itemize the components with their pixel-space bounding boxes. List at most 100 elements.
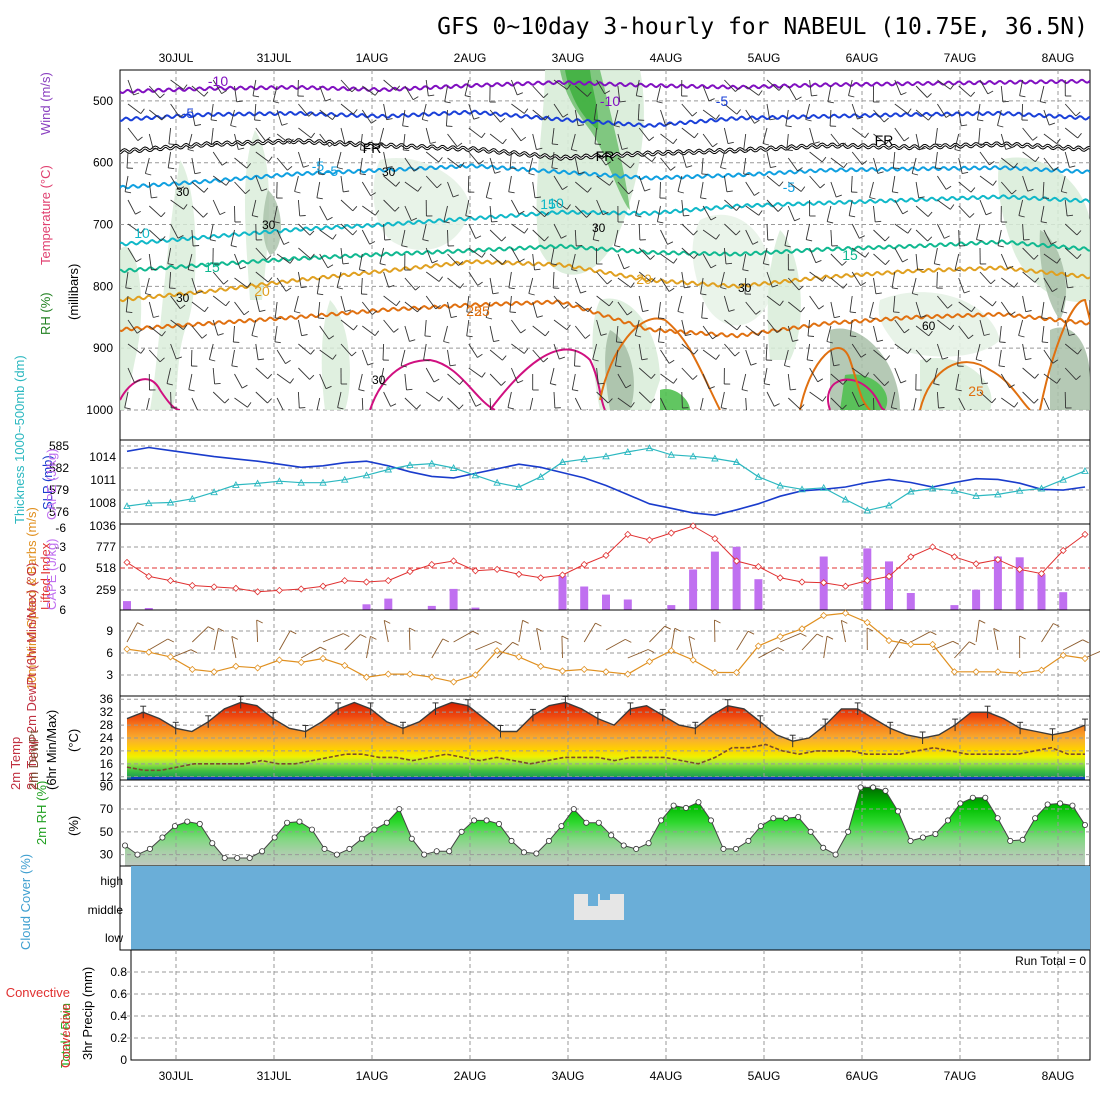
ua-wind-barb-flag <box>543 357 549 363</box>
rh-point-0 <box>122 842 129 849</box>
surface-wind-barb-44 <box>1084 651 1100 659</box>
lifted-index-point-38 <box>950 553 958 561</box>
ua-wind-barb-flag <box>221 161 228 166</box>
ua-wind-barb <box>146 397 150 410</box>
surface-wind-barb-29 <box>758 647 779 659</box>
ua-wind-barb <box>532 85 544 99</box>
ua-wind-barb-flag <box>693 230 698 236</box>
ua-wind-barb <box>915 85 928 98</box>
surface-wind-barb-26 <box>688 636 694 659</box>
ua-wind-barb-flag <box>308 112 314 117</box>
wind-speed-point-18 <box>515 653 523 661</box>
ua-wind-barb-flag <box>424 335 431 337</box>
surface-wind-barb-flag-3 <box>207 626 215 631</box>
ua-wind-barb-flag <box>294 191 301 194</box>
ua-wind-barb <box>404 397 417 410</box>
ua-wind-barb <box>209 223 214 240</box>
ua-wind-barb-flag <box>135 258 142 263</box>
ua-wind-barb-flag <box>145 293 152 296</box>
ua-wind-barb-flag <box>201 334 207 339</box>
ua-wind-barb <box>468 343 478 358</box>
rh-point-29 <box>483 817 490 824</box>
ua-wind-barb-flag <box>989 161 995 166</box>
ua-wind-barb <box>805 223 811 240</box>
ua-wind-barb <box>660 349 670 364</box>
ua-wind-barb <box>724 223 737 236</box>
surface-wind-barb-24 <box>649 625 666 643</box>
surface-wind-barb-30 <box>780 632 801 643</box>
ua-wind-barb-flag <box>219 211 226 216</box>
ua-wind-barb <box>830 157 844 168</box>
ua-wind-barb-flag <box>619 100 626 103</box>
ua-wind-barb-flag <box>464 95 472 98</box>
rh-point-17 <box>333 851 340 858</box>
top-date-7: 6AUG <box>846 51 879 65</box>
ua-wind-barb <box>958 205 971 218</box>
thickness-point-12 <box>384 465 393 473</box>
surface-wind-barb-5 <box>231 636 237 659</box>
bottom-date-5: 4AUG <box>650 1069 683 1083</box>
ua-wind-barb-flag <box>981 382 989 385</box>
ua-wind-barb-flag <box>586 212 592 218</box>
ua-wind-barb-flag <box>301 334 308 337</box>
ua-ylabel-temp: Temperature (°C) <box>38 165 53 265</box>
wind-speed-point-29 <box>754 642 762 650</box>
ua-wind-barb <box>464 79 470 96</box>
ua-wind-barb-flag <box>725 262 733 265</box>
cloud-ytick-2: low <box>105 931 123 945</box>
ua-wind-barb <box>660 277 670 292</box>
ua-wind-barb <box>402 133 406 150</box>
ua-wind-barb <box>297 391 300 409</box>
ua-wind-barb-flag <box>485 317 493 320</box>
ua-wind-barb <box>915 181 920 198</box>
temp-ytick-0: 36 <box>100 692 114 706</box>
contour-label-16: -5 <box>312 158 325 174</box>
wind-speed-point-6 <box>254 664 262 672</box>
rh-point-76 <box>1069 802 1076 809</box>
ua-wind-barb-flag <box>912 293 919 296</box>
ua-wind-barb-flag <box>261 188 268 192</box>
lifted-index-point-33 <box>841 582 850 590</box>
ua-wind-barb <box>745 109 755 124</box>
bottom-date-3: 2AUG <box>454 1069 487 1083</box>
ua-wind-barb-flag <box>728 309 735 312</box>
ua-wind-barb <box>148 205 162 218</box>
thickness-point-3 <box>188 494 197 502</box>
ua-wind-barb <box>1021 103 1024 121</box>
ua-wind-barb-flag <box>701 173 708 175</box>
ua-wind-barb <box>745 301 757 315</box>
ua-wind-barb-flag <box>289 258 294 264</box>
ua-wind-barb-flag <box>194 172 201 175</box>
ua-wind-barb-flag <box>1002 100 1009 103</box>
ua-wind-barb-flag <box>310 349 315 355</box>
temp-ytick-3: 24 <box>100 731 114 745</box>
wind-speed-point-43 <box>1059 651 1067 659</box>
ua-wind-barb <box>1000 85 1004 102</box>
ua-wind-barb-flag <box>715 354 720 360</box>
ua-wind-barb-flag <box>285 287 292 292</box>
ua-wind-barb-flag <box>1056 258 1061 264</box>
ua-ylabel-wind: Wind (m/s) <box>38 72 53 135</box>
top-date-4: 3AUG <box>552 51 585 65</box>
ua-wind-barb <box>212 151 223 166</box>
ua-wind-barb <box>617 181 629 195</box>
thickness-point-32 <box>819 483 828 491</box>
ua-wind-barb <box>851 271 862 286</box>
ua-wind-barb <box>276 373 291 384</box>
ua-wind-barb-flag <box>947 304 953 309</box>
ua-wind-barb <box>849 295 853 312</box>
cape-ytick-0: 777 <box>96 540 116 554</box>
ua-wind-barb <box>958 301 972 312</box>
ua-wind-barb-flag <box>864 132 869 138</box>
ua-wind-barb <box>614 229 619 246</box>
contour-label-7: 25 <box>474 303 490 319</box>
rh-point-71 <box>1007 837 1014 844</box>
rh-point-55 <box>807 828 814 835</box>
ua-wind-barb-flag <box>332 234 337 240</box>
ua-wind-barb-flag <box>649 255 655 260</box>
wind-speed-point-26 <box>689 656 697 664</box>
wind-speed-point-37 <box>929 640 937 648</box>
ua-wind-barb-flag <box>492 292 499 295</box>
